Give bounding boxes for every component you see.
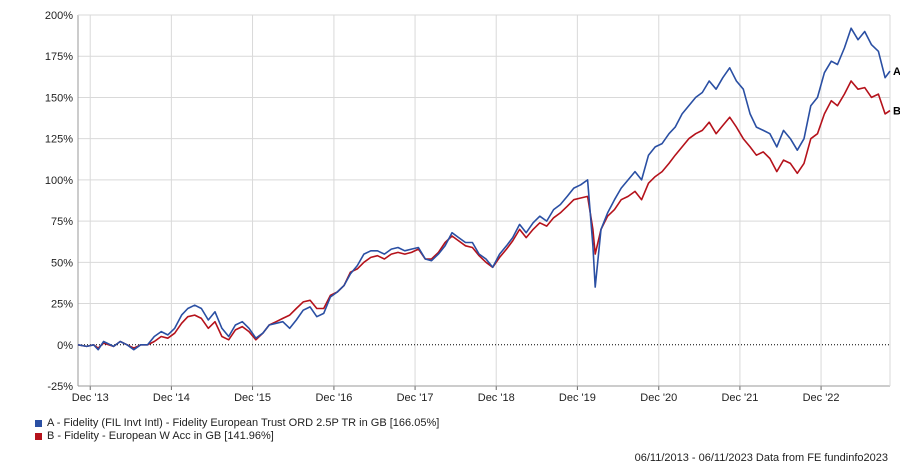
series-line-a <box>77 27 891 351</box>
y-tick-label: -25% <box>47 381 73 393</box>
series-layer <box>77 27 891 351</box>
x-tick-label: Dec '22 <box>803 392 840 404</box>
y-tick-label: 50% <box>51 257 73 269</box>
axes <box>77 14 891 390</box>
legend-label-a: A - Fidelity (FIL Invt Intl) - Fidelity … <box>47 417 440 429</box>
legend-swatch-a <box>35 420 42 427</box>
x-tick-label: Dec '16 <box>315 392 352 404</box>
x-tick-label: Dec '21 <box>721 392 758 404</box>
end-label-b: B <box>893 106 900 118</box>
x-tick-label: Dec '17 <box>397 392 434 404</box>
y-tick-label: 25% <box>51 299 73 311</box>
x-tick-label: Dec '19 <box>559 392 596 404</box>
end-label-a: A <box>893 66 900 78</box>
grid-lines <box>78 14 890 386</box>
y-tick-label: 100% <box>45 175 73 187</box>
series-line-b <box>77 80 891 349</box>
legend-swatch-b <box>35 433 42 440</box>
legend-item-b: B - Fidelity - European W Acc in GB [141… <box>35 430 439 443</box>
y-tick-label: 125% <box>45 134 73 146</box>
x-tick-label: Dec '14 <box>153 392 190 404</box>
x-tick-label: Dec '18 <box>478 392 515 404</box>
y-tick-label: 200% <box>45 10 73 22</box>
legend: A - Fidelity (FIL Invt Intl) - Fidelity … <box>35 417 439 443</box>
y-tick-label: 150% <box>45 92 73 104</box>
x-tick-label: Dec '13 <box>72 392 109 404</box>
legend-label-b: B - Fidelity - European W Acc in GB [141… <box>47 430 274 442</box>
x-tick-label: Dec '15 <box>234 392 271 404</box>
footer-source: 06/11/2013 - 06/11/2023 Data from FE fun… <box>634 452 888 464</box>
x-tick-label: Dec '20 <box>640 392 677 404</box>
legend-item-a: A - Fidelity (FIL Invt Intl) - Fidelity … <box>35 417 439 430</box>
tick-labels: 200%175%150%125%100%75%50%25%0%-25%Dec '… <box>45 10 900 404</box>
y-tick-label: 175% <box>45 51 73 63</box>
line-chart: 200%175%150%125%100%75%50%25%0%-25%Dec '… <box>45 10 900 404</box>
y-tick-label: 75% <box>51 216 73 228</box>
y-tick-label: 0% <box>57 340 73 352</box>
